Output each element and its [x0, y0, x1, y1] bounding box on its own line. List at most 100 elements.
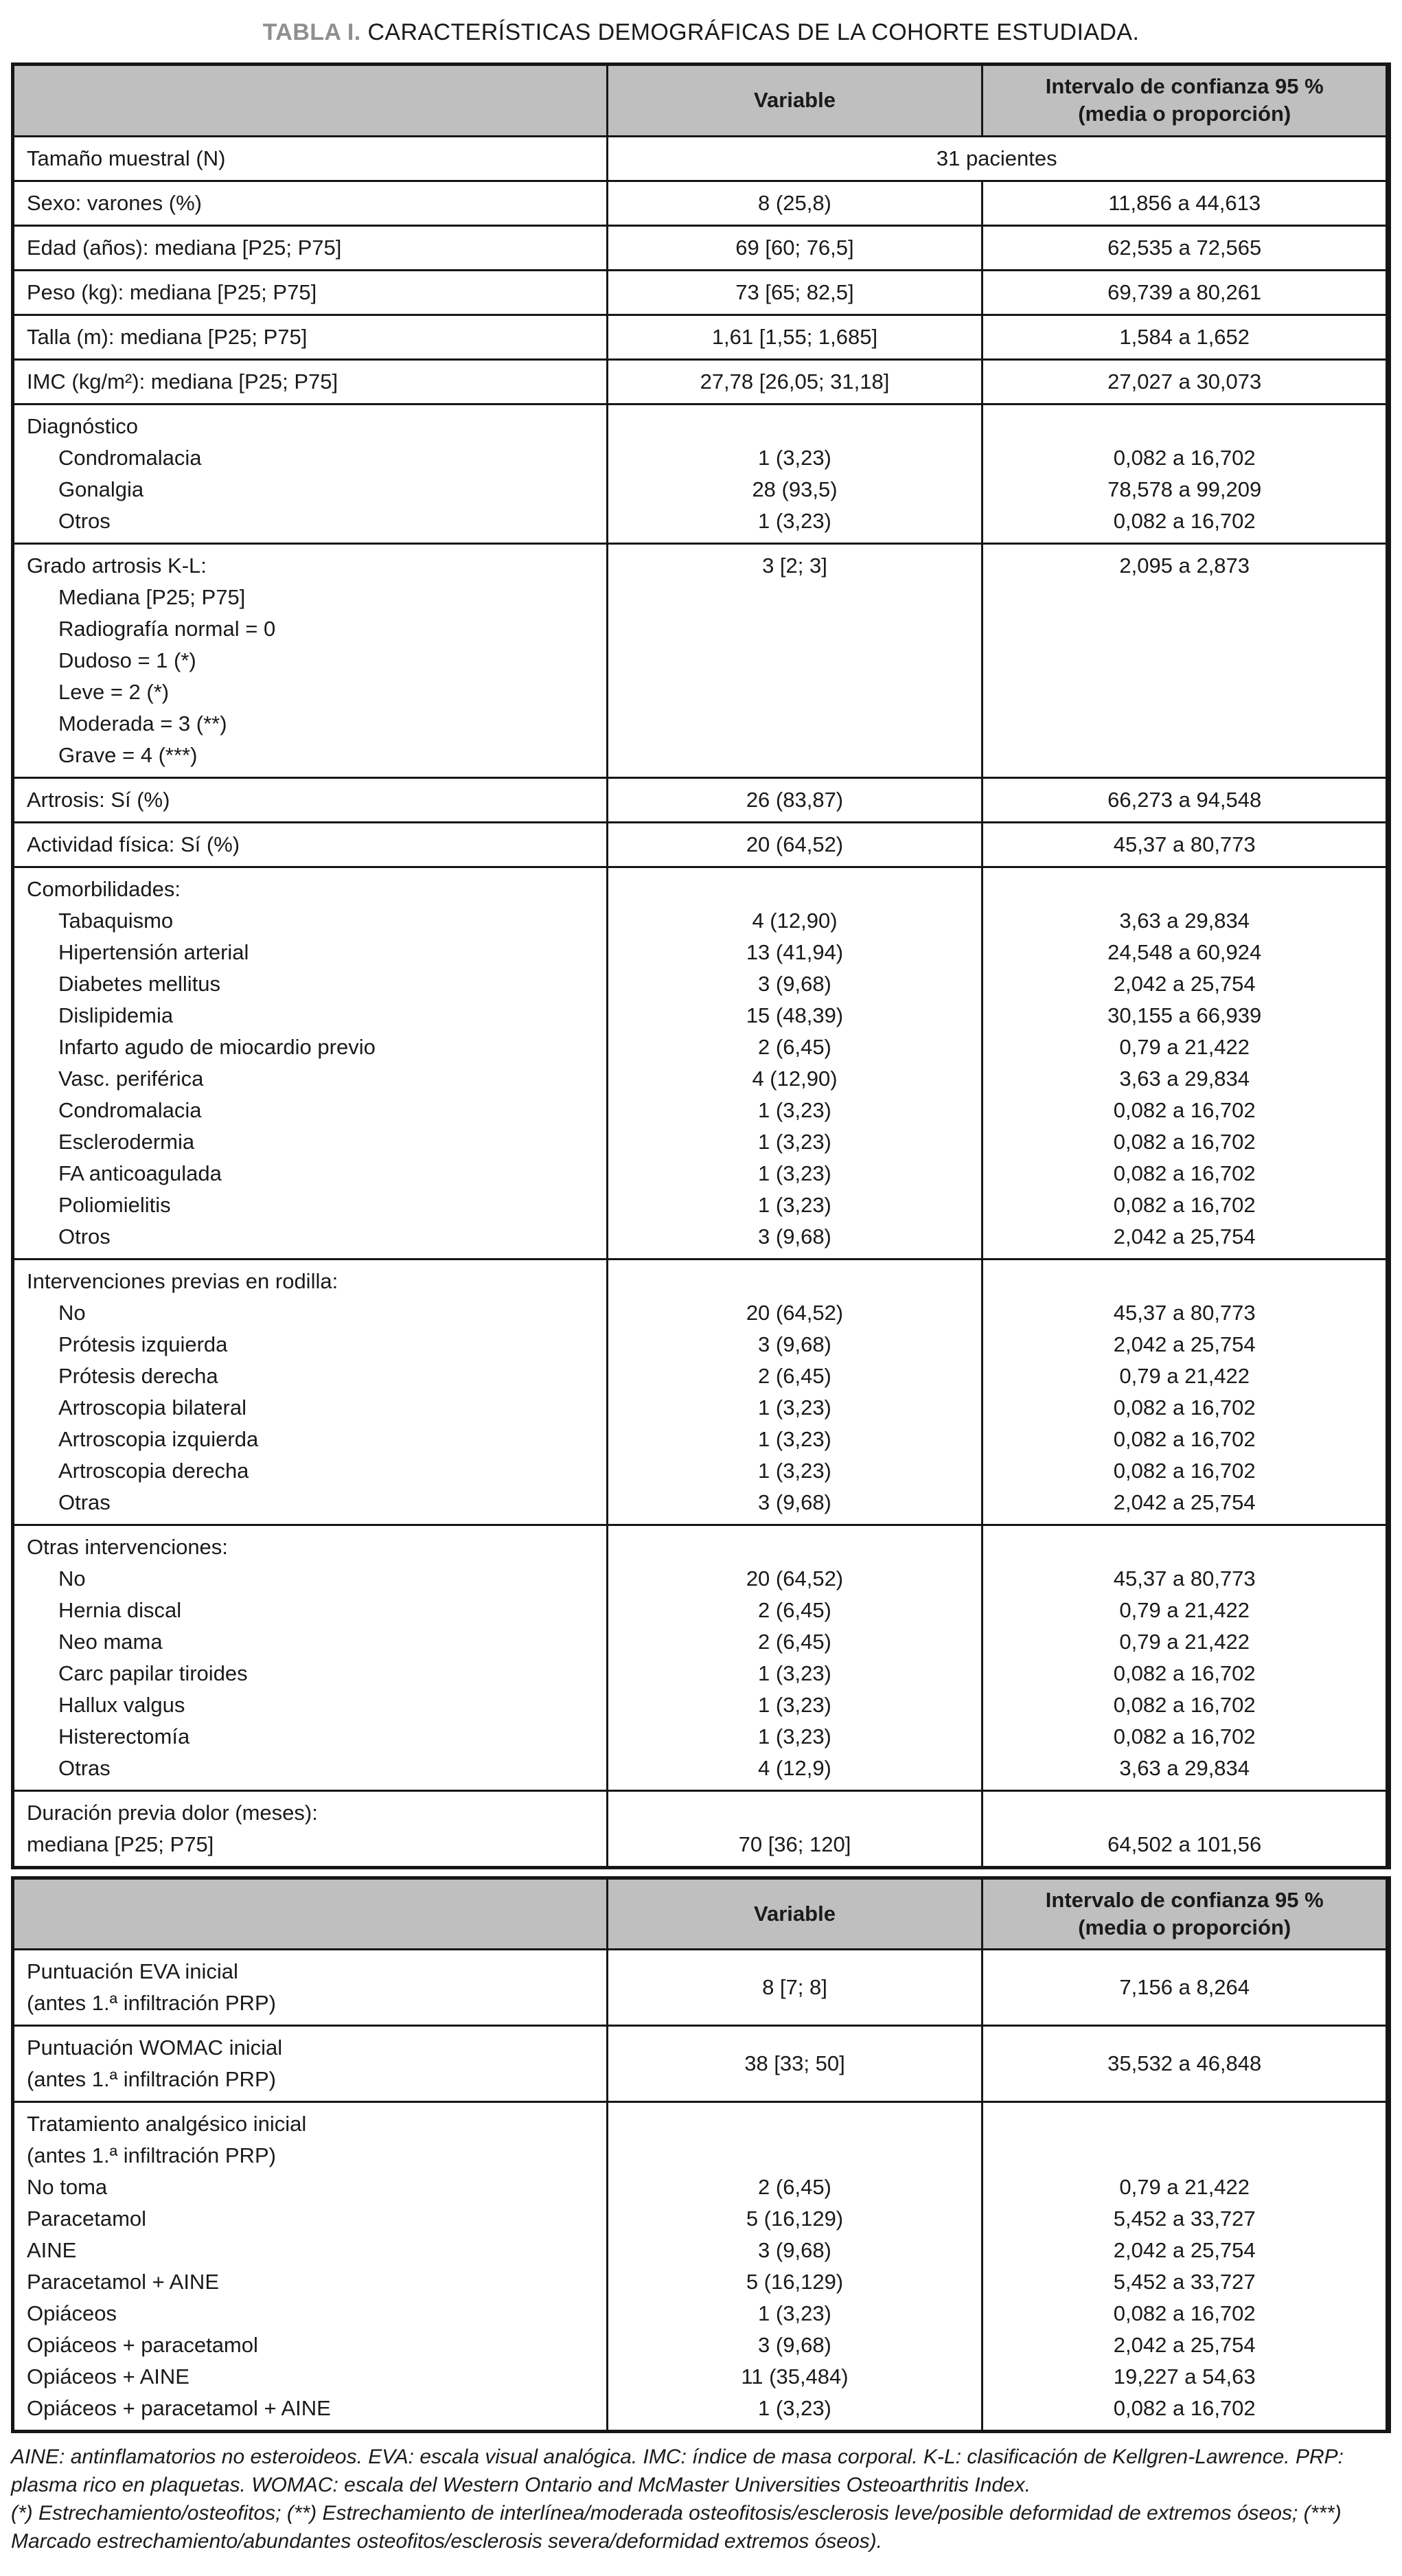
row-label-line: Moderada = 3 (**) — [58, 711, 227, 736]
row-item-label: AINE — [27, 2238, 77, 2263]
row-variable-cell: 27,78 [26,05; 31,18] — [606, 358, 984, 405]
item-variable-value: 1 (3,23) — [758, 445, 831, 470]
row-item-label: Opiáceos + paracetamol + AINE — [27, 2396, 331, 2421]
row-variable-cell: 70 [36; 120] — [606, 1789, 984, 1869]
footnotes: AINE: antinflamatorios no esteroideos. E… — [11, 2443, 1391, 2555]
item-variable-value: 3 (9,68) — [758, 1332, 831, 1356]
item-ci-value: 3,63 a 29,834 — [1119, 1066, 1250, 1091]
row-ci-cell: 64,502 a 101,56 — [981, 1789, 1390, 1869]
table-row: Puntuación WOMAC inicial (antes 1.ª infil… — [12, 2025, 1390, 2104]
row-ci-cell: 45,37 a 80,773 — [981, 821, 1390, 868]
row-label-cell: Tamaño muestral (N) — [12, 135, 608, 182]
row-item-label: Paracetamol + AINE — [27, 2270, 219, 2294]
row-variable-cell: 20 (64,52) 3 (9,68) 2 (6,45) 1 (3,23) 1 (3,2… — [606, 1257, 984, 1526]
item-ci-value: 0,082 a 16,702 — [1113, 1395, 1256, 1420]
row-label-cell: Peso (kg): mediana [P25; P75] — [12, 269, 608, 316]
row-label-cell: Grado artrosis K-L: Mediana [P25; P75] Rad… — [12, 542, 608, 779]
table-row: Duración previa dolor (meses): mediana [P… — [12, 1789, 1390, 1869]
item-ci-value: 0,79 a 21,422 — [1119, 1034, 1250, 1059]
table-row: Tratamiento analgésico inicial (antes 1.ª… — [12, 2101, 1390, 2433]
row-label-cell: Actividad física: Sí (%) — [12, 821, 608, 868]
item-variable-value: 3 (9,68) — [758, 2333, 831, 2358]
item-variable-value: 28 (93,5) — [752, 477, 838, 501]
row-ci-cell: 27,027 a 30,073 — [981, 358, 1390, 405]
item-variable-value: 3 (9,68) — [758, 971, 831, 996]
row-item-label: Hernia discal — [58, 1597, 182, 1622]
item-ci-value: 0,082 a 16,702 — [1113, 508, 1256, 533]
row-item-label: Opiáceos — [27, 2301, 117, 2326]
blank-line — [991, 1266, 1377, 1297]
row-item-label: Vasc. periférica — [58, 1066, 204, 1091]
row-label-line: mediana [P25; P75] — [27, 1832, 214, 1856]
row-label-cell: Artrosis: Sí (%) — [12, 776, 608, 823]
row-label-cell: Tratamiento analgésico inicial (antes 1.ª… — [12, 2101, 608, 2433]
row-variable-cell: 38 [33; 50] — [606, 2025, 984, 2104]
row-item-label: Otras — [58, 1755, 111, 1780]
demographics-table-part1: Variable Intervalo de confianza 95 % (me… — [11, 62, 1391, 1869]
row-item-label: Carc papilar tiroides — [58, 1661, 248, 1685]
header-row: Variable Intervalo de confianza 95 % (me… — [12, 63, 1390, 137]
blank-line — [991, 1531, 1377, 1563]
table-row: Sexo: varones (%) 8 (25,8) 11,856 a 44,613 — [12, 179, 1390, 227]
item-ci-value: 30,155 a 66,939 — [1107, 1003, 1262, 1027]
table-row: IMC (kg/m²): mediana [P25; P75] 27,78 [26… — [12, 358, 1390, 405]
item-variable-value: 5 (16,129) — [746, 2270, 844, 2294]
item-ci-value: 0,082 a 16,702 — [1113, 1192, 1256, 1217]
row-ci-cell: 3,63 a 29,834 24,548 a 60,924 2,042 a 25,7… — [981, 865, 1390, 1260]
item-ci-value: 2,042 a 25,754 — [1113, 2238, 1256, 2263]
row-label-cell: Puntuación WOMAC inicial (antes 1.ª infil… — [12, 2025, 608, 2104]
item-variable-value: 1 (3,23) — [758, 1458, 831, 1483]
row-variable-cell: 3 [2; 3] — [606, 542, 984, 779]
item-variable-value: 11 (35,484) — [741, 2364, 849, 2389]
row-variable-cell: 8 (25,8) — [606, 179, 984, 227]
item-variable-value: 4 (12,9) — [758, 1755, 831, 1780]
blank-line — [617, 1531, 974, 1563]
row-label-cell: Sexo: varones (%) — [12, 179, 608, 227]
table-row: Puntuación EVA inicial (antes 1.ª infiltr… — [12, 1948, 1390, 2027]
row-item-label: No — [58, 1300, 86, 1325]
row-label-line: Actividad física: Sí (%) — [27, 832, 240, 856]
row-item-label: Histerectomía — [58, 1724, 190, 1748]
row-label-line: Puntuación WOMAC inicial — [27, 2036, 283, 2060]
item-variable-value: 2 (6,45) — [758, 1597, 831, 1622]
item-ci-value: 0,082 a 16,702 — [1113, 1724, 1256, 1748]
header-blank-cell — [12, 1876, 608, 1951]
row-variable-cell: 1,61 [1,55; 1,685] — [606, 313, 984, 361]
header-variable: Variable — [606, 63, 984, 137]
row-label-line: Radiografía normal = 0 — [58, 616, 276, 641]
row-ci-cell: 0,082 a 16,702 78,578 a 99,209 0,082 a 16,… — [981, 402, 1390, 545]
item-ci-value: 78,578 a 99,209 — [1107, 477, 1262, 501]
row-item-label: Esclerodermia — [58, 1129, 195, 1154]
item-variable-value: 3 (9,68) — [758, 1224, 831, 1249]
row-label-line: Diagnóstico — [27, 413, 138, 438]
item-variable-value: 20 (64,52) — [746, 1300, 844, 1325]
item-variable-value: 13 (41,94) — [746, 939, 844, 964]
item-variable-value: 1 (3,23) — [758, 1661, 831, 1685]
demographics-table-part2: Variable Intervalo de confianza 95 % (me… — [11, 1876, 1391, 2434]
table-title-label: TABLA I. — [262, 19, 361, 45]
item-variable-value: 2 (6,45) — [758, 1034, 831, 1059]
footnote-kl-grades: (*) Estrechamiento/osteofitos; (**) Estr… — [11, 2502, 1342, 2553]
row-label-line: Mediana [P25; P75] — [58, 584, 246, 609]
header-variable: Variable — [606, 1876, 984, 1951]
row-label-line: Intervenciones previas en rodilla: — [27, 1268, 338, 1293]
row-label-cell: Talla (m): mediana [P25; P75] — [12, 313, 608, 361]
row-variable-cell: 2 (6,45) 5 (16,129) 3 (9,68) 5 (16,129) 1 (3… — [606, 2101, 984, 2433]
row-label-line: Puntuación EVA inicial — [27, 1959, 238, 1984]
item-ci-value: 2,042 a 25,754 — [1113, 971, 1256, 996]
row-item-label: Hipertensión arterial — [58, 939, 249, 964]
row-item-label: Neo mama — [58, 1629, 163, 1654]
row-item-label: Condromalacia — [58, 445, 202, 470]
row-item-label: Condromalacia — [58, 1097, 202, 1122]
blank-line — [991, 2108, 1377, 2140]
item-variable-value: 4 (12,90) — [752, 908, 838, 933]
row-label-line: Sexo: varones (%) — [27, 190, 202, 215]
table-row: Talla (m): mediana [P25; P75] 1,61 [1,55;… — [12, 313, 1390, 361]
row-label-cell: Intervenciones previas en rodilla: No Prót… — [12, 1257, 608, 1526]
table-row: Grado artrosis K-L: Mediana [P25; P75] Rad… — [12, 542, 1390, 779]
row-item-label: Hallux valgus — [58, 1692, 185, 1717]
item-ci-value: 2,042 a 25,754 — [1113, 1490, 1256, 1514]
row-ci-cell: 1,584 a 1,652 — [981, 313, 1390, 361]
item-variable-value: 1 (3,23) — [758, 1426, 831, 1451]
item-variable-value: 1 (3,23) — [758, 2301, 831, 2326]
